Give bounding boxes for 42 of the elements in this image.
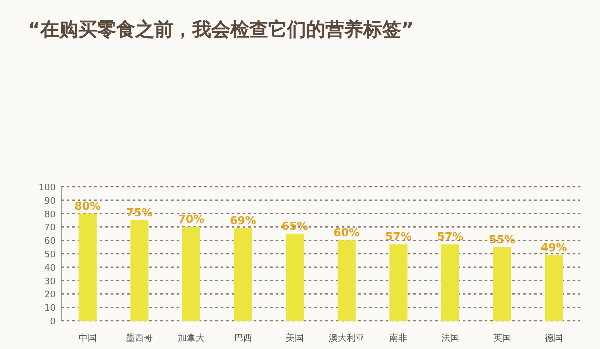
- x-tick-label: 美国: [286, 333, 304, 344]
- x-tick-label: 德国: [545, 333, 564, 344]
- y-tick-label: 40: [44, 264, 56, 274]
- y-tick-label: 20: [44, 290, 56, 301]
- y-tick-label: 0: [50, 318, 56, 328]
- data-label: 49%: [540, 241, 568, 254]
- data-label: 70%: [178, 213, 205, 226]
- y-tick-label: 90: [44, 196, 56, 207]
- data-label: 69%: [230, 214, 256, 228]
- data-label: 55%: [489, 233, 516, 246]
- bar: [442, 244, 460, 321]
- data-label: 80%: [74, 200, 102, 213]
- x-tick-label: 墨西哥: [126, 333, 154, 344]
- bar: [286, 234, 304, 321]
- data-label: 57%: [386, 230, 412, 244]
- y-tick-label: 80: [44, 210, 56, 220]
- x-tick-label: 中国: [78, 333, 97, 344]
- x-tick-label: 英国: [493, 333, 512, 344]
- bar: [545, 255, 564, 321]
- bar: [338, 240, 356, 321]
- x-tick-label: 加拿大: [178, 333, 205, 344]
- data-label: 65%: [282, 220, 308, 233]
- chart-title: “在购买零食之前，我会检查它们的营养标签”: [28, 19, 414, 41]
- y-tick-label: 70: [44, 224, 56, 234]
- x-tick-label: 法国: [442, 333, 460, 344]
- y-tick-label: 30: [44, 277, 56, 288]
- data-label: 75%: [126, 206, 153, 220]
- bar: [493, 247, 512, 321]
- bar: [182, 227, 200, 321]
- bar: [390, 244, 408, 321]
- bar: [78, 214, 97, 321]
- x-tick-label: 澳大利亚: [328, 333, 365, 344]
- y-tick-label: 10: [44, 304, 56, 314]
- y-tick-label: 50: [44, 250, 56, 260]
- x-tick-label: 南非: [390, 333, 408, 344]
- bar: [234, 228, 252, 321]
- y-tick-label: 100: [38, 184, 56, 194]
- y-tick-label: 60: [44, 237, 56, 248]
- x-tick-label: 巴西: [234, 334, 252, 344]
- data-label: 60%: [334, 226, 360, 240]
- data-label: 57%: [437, 230, 464, 244]
- bar: [130, 220, 149, 321]
